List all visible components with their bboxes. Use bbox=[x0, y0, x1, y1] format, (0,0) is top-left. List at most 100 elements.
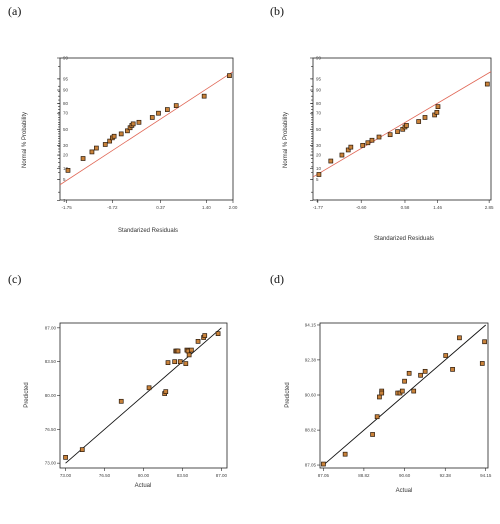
x-tick-label: 0.37 bbox=[156, 205, 165, 210]
data-point bbox=[316, 172, 322, 177]
data-point bbox=[201, 93, 207, 99]
data-point bbox=[406, 370, 412, 376]
data-point bbox=[163, 389, 169, 394]
y-tick-label: 80.00 bbox=[45, 393, 57, 398]
y-tick-label: 70 bbox=[316, 111, 322, 116]
y-tick-label: 73.00 bbox=[45, 461, 57, 466]
panel-label-d: (d) bbox=[270, 272, 284, 286]
x-tick-label: 1.40 bbox=[202, 205, 211, 210]
y-axis-label: Normal % Probability bbox=[283, 112, 289, 168]
x-tick-label: 1.46 bbox=[433, 205, 442, 210]
panel-label-c: (c) bbox=[8, 272, 22, 286]
data-point bbox=[457, 335, 462, 341]
data-point bbox=[450, 367, 455, 372]
y-tick-label: 87.05 bbox=[305, 463, 317, 468]
y-tick-label: 90 bbox=[316, 88, 322, 93]
y-tick-label: 70 bbox=[63, 111, 69, 116]
data-point bbox=[342, 451, 348, 457]
x-tick-label: 2.00 bbox=[229, 205, 238, 210]
y-axis-label: Predicted bbox=[285, 382, 291, 407]
data-point bbox=[370, 432, 375, 437]
normal-reference-line bbox=[313, 71, 491, 178]
y-tick-label: 95 bbox=[316, 76, 322, 81]
fit-line bbox=[323, 324, 487, 466]
x-tick-label: 87.05 bbox=[318, 473, 330, 478]
normal-reference-line bbox=[60, 71, 233, 186]
data-point bbox=[399, 388, 405, 394]
data-point bbox=[321, 461, 326, 467]
y-tick-label: 92.38 bbox=[305, 357, 317, 362]
y-tick-label: 90.60 bbox=[305, 393, 317, 398]
y-tick-label: 94.15 bbox=[305, 322, 317, 327]
data-point bbox=[402, 378, 407, 384]
data-point bbox=[79, 447, 85, 452]
y-tick-label: 1 bbox=[316, 198, 319, 203]
y-tick-label: 83.50 bbox=[45, 359, 57, 364]
x-tick-label: 87.00 bbox=[216, 473, 228, 478]
data-point bbox=[195, 339, 201, 344]
data-point bbox=[183, 361, 189, 366]
data-point bbox=[156, 110, 161, 116]
data-point bbox=[434, 109, 440, 115]
data-point bbox=[365, 140, 371, 146]
x-axis-label: Standarized Residuals bbox=[374, 236, 434, 242]
data-point bbox=[177, 359, 183, 365]
data-point bbox=[360, 142, 366, 148]
x-tick-label: -1.77 bbox=[313, 205, 324, 210]
data-point bbox=[345, 147, 351, 153]
data-point bbox=[202, 333, 208, 338]
data-point bbox=[215, 331, 221, 336]
data-point bbox=[189, 347, 194, 353]
y-tick-label: 80 bbox=[63, 101, 69, 106]
x-tick-label: -0.72 bbox=[107, 205, 118, 210]
data-point bbox=[328, 158, 334, 164]
data-point bbox=[186, 352, 192, 358]
y-tick-label: 1 bbox=[63, 198, 66, 203]
y-tick-label: 30 bbox=[316, 143, 322, 148]
x-tick-label: -0.60 bbox=[356, 205, 367, 210]
data-point bbox=[146, 385, 152, 391]
y-tick-label: 90 bbox=[63, 88, 69, 93]
data-point bbox=[377, 394, 382, 400]
y-tick-label: 95 bbox=[63, 76, 69, 81]
x-tick-label: -1.75 bbox=[62, 205, 73, 210]
data-point bbox=[172, 359, 178, 365]
y-tick-label: 50 bbox=[63, 127, 69, 132]
panel-label-a: (a) bbox=[8, 4, 22, 18]
data-point bbox=[443, 353, 449, 358]
y-tick-label: 80 bbox=[316, 101, 322, 106]
x-tick-label: 76.50 bbox=[99, 473, 111, 478]
x-tick-label: 94.15 bbox=[480, 473, 492, 478]
data-point bbox=[118, 131, 124, 137]
data-point bbox=[379, 390, 385, 396]
panel-label-b: (b) bbox=[270, 4, 284, 18]
data-point bbox=[339, 152, 345, 158]
data-point bbox=[165, 360, 171, 365]
data-point bbox=[411, 388, 417, 394]
x-tick-label: 0.58 bbox=[401, 205, 410, 210]
y-tick-label: 76.50 bbox=[45, 427, 57, 432]
y-tick-label: 5 bbox=[63, 177, 66, 182]
data-point bbox=[369, 137, 375, 143]
x-axis-label: Standarized Residuals bbox=[118, 228, 178, 234]
x-tick-label: 83.50 bbox=[177, 473, 189, 478]
data-point bbox=[94, 145, 99, 151]
y-tick-label: 87.00 bbox=[45, 325, 57, 330]
data-point bbox=[482, 339, 487, 345]
x-tick-label: 80.00 bbox=[138, 473, 150, 478]
data-point bbox=[125, 128, 130, 134]
data-point bbox=[80, 156, 86, 161]
y-tick-label: 5 bbox=[316, 177, 319, 182]
y-tick-label: 50 bbox=[316, 127, 322, 132]
y-tick-label: 99 bbox=[316, 56, 322, 61]
data-point bbox=[376, 134, 382, 140]
data-point bbox=[418, 372, 423, 378]
x-axis-label: Actual bbox=[135, 483, 152, 489]
x-tick-label: 2.85 bbox=[485, 205, 494, 210]
data-point bbox=[136, 119, 142, 125]
data-point bbox=[118, 398, 124, 404]
data-point bbox=[130, 121, 136, 127]
